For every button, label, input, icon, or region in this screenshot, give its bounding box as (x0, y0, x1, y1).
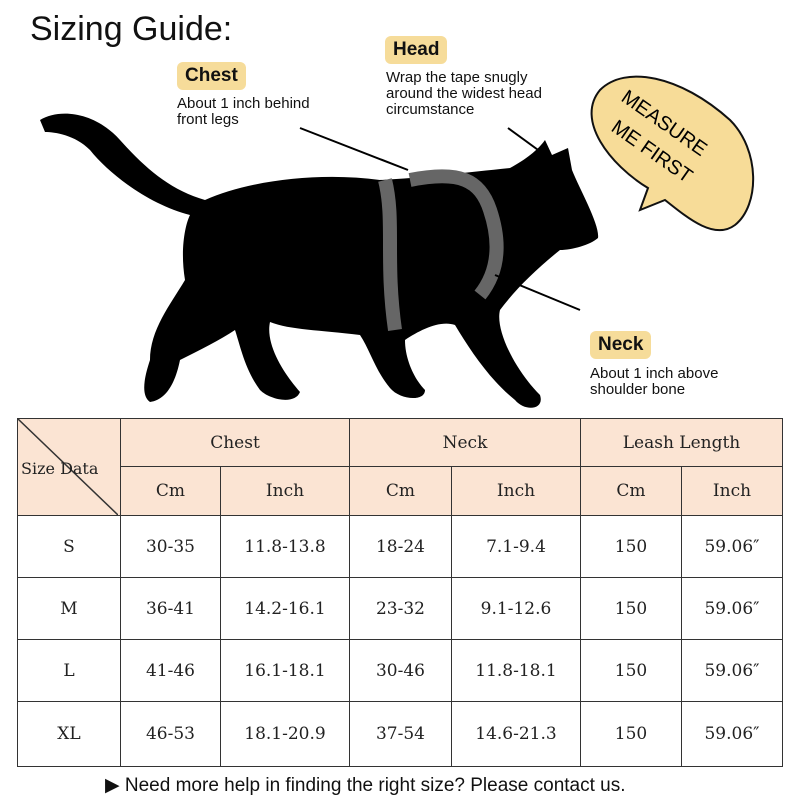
value-cell: 59.06″ (681, 515, 783, 578)
cat-silhouette (40, 113, 599, 408)
table-row: XL 46-53 18.1-20.9 37-54 14.6-21.3 150 59.06″ (17, 701, 783, 767)
group-header: Leash Length (580, 418, 783, 467)
unit-header: Cm (580, 466, 682, 516)
value-cell: 7.1-9.4 (451, 515, 581, 578)
neck-desc-line: About 1 inch above (590, 365, 719, 382)
table-row: L 41-46 16.1-18.1 30-46 11.8-18.1 150 59.06″ (17, 639, 783, 702)
value-cell: 18-24 (349, 515, 452, 578)
measure-bubble: MEASURE ME FIRST (590, 75, 755, 232)
value-cell: 150 (580, 515, 682, 578)
head-desc-line: Wrap the tape snugly (386, 69, 528, 86)
chest-pointer (299, 127, 409, 171)
value-cell: 11.8-18.1 (451, 639, 581, 702)
head-pointer (507, 127, 546, 156)
table-row: M 36-41 14.2-16.1 23-32 9.1-12.6 150 59.06″ (17, 577, 783, 640)
size-table: Size Data Chest Neck Leash Length Cm Inc… (17, 418, 783, 767)
unit-header: Cm (120, 466, 221, 516)
value-cell: 30-35 (120, 515, 221, 578)
value-cell: 14.6-21.3 (451, 701, 581, 767)
value-cell: 150 (580, 577, 682, 640)
size-cell: S (17, 515, 121, 578)
value-cell: 59.06″ (681, 701, 783, 767)
page-title: Sizing Guide: (30, 10, 233, 48)
value-cell: 18.1-20.9 (220, 701, 350, 767)
table-row: S 30-35 11.8-13.8 18-24 7.1-9.4 150 59.06″ (17, 515, 783, 578)
unit-header: Inch (220, 466, 350, 516)
value-cell: 30-46 (349, 639, 452, 702)
neck-pointer (494, 274, 581, 311)
value-cell: 150 (580, 701, 682, 767)
head-desc-line: around the widest head (386, 85, 542, 102)
value-cell: 150 (580, 639, 682, 702)
unit-header: Cm (349, 466, 452, 516)
value-cell: 41-46 (120, 639, 221, 702)
harness-icon (378, 169, 504, 331)
chest-desc-line: front legs (177, 111, 239, 128)
neck-desc-line: shoulder bone (590, 381, 686, 398)
chest-tag: Chest (177, 62, 246, 90)
neck-desc: About 1 inch above shoulder bone (590, 366, 718, 398)
neck-tag: Neck (590, 331, 652, 359)
value-cell: 9.1-12.6 (451, 577, 581, 640)
size-cell: M (17, 577, 121, 640)
cat-illustration: MEASURE ME FIRST (40, 75, 755, 408)
value-cell: 16.1-18.1 (220, 639, 350, 702)
corner-label: Size Data (21, 459, 99, 478)
head-desc-line: circumstance (386, 101, 475, 118)
head-tag: Head (385, 36, 448, 64)
value-cell: 11.8-13.8 (220, 515, 350, 578)
group-header: Neck (349, 418, 581, 467)
value-cell: 14.2-16.1 (220, 577, 350, 640)
value-cell: 36-41 (120, 577, 221, 640)
head-desc: Wrap the tape snugly around the widest he… (386, 70, 542, 118)
chest-desc-line: About 1 inch behind (177, 95, 310, 112)
value-cell: 59.06″ (681, 639, 783, 702)
unit-header: Inch (681, 466, 783, 516)
value-cell: 23-32 (349, 577, 452, 640)
value-cell: 59.06″ (681, 577, 783, 640)
value-cell: 37-54 (349, 701, 452, 767)
size-cell: XL (17, 701, 121, 767)
chest-desc: About 1 inch behind front legs (177, 96, 310, 128)
size-cell: L (17, 639, 121, 702)
value-cell: 46-53 (120, 701, 221, 767)
group-header: Chest (120, 418, 350, 467)
help-footer: ▶ Need more help in finding the right si… (105, 775, 626, 796)
unit-header: Inch (451, 466, 581, 516)
corner-cell: Size Data (17, 418, 121, 516)
